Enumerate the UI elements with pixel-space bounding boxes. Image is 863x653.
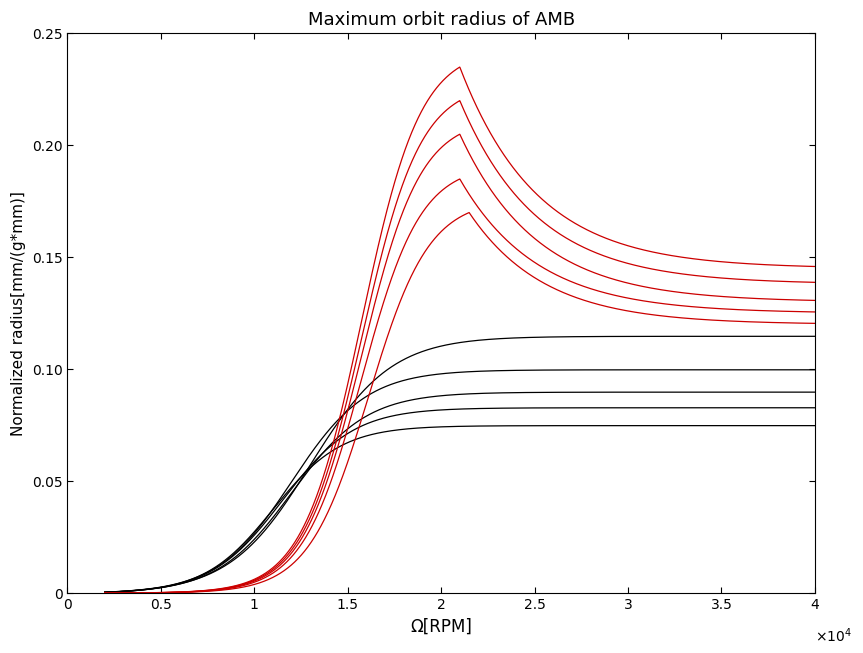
Title: Maximum orbit radius of AMB: Maximum orbit radius of AMB [307,11,575,29]
Y-axis label: Normalized radius[mm/(g*mm)]: Normalized radius[mm/(g*mm)] [11,191,26,436]
X-axis label: Ω[RPM]: Ω[RPM] [410,618,472,635]
Text: $\times 10^4$: $\times 10^4$ [815,627,852,645]
